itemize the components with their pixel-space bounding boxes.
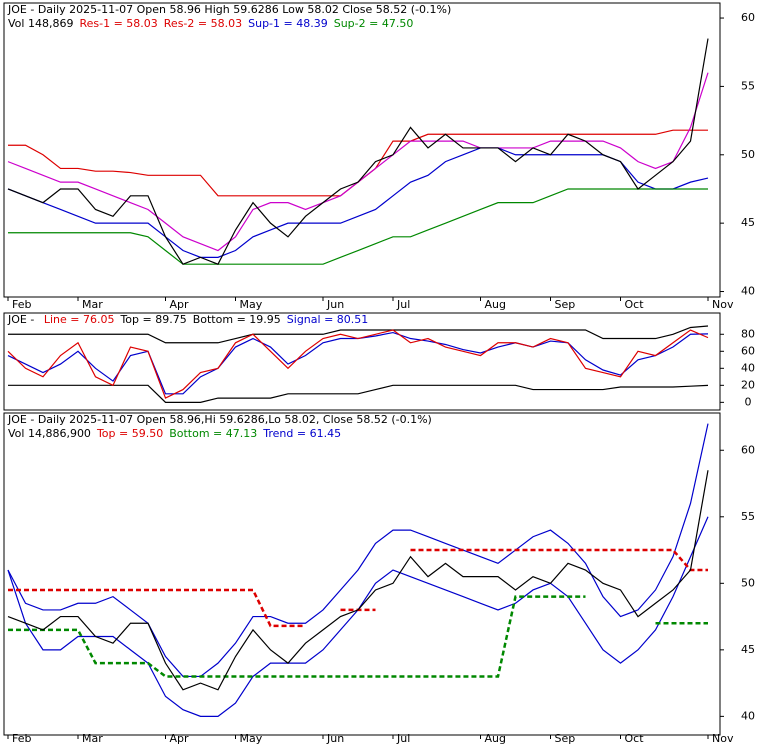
header-text: JOE - Daily 2025-11-07 Open 58.96,Hi 59.… xyxy=(7,413,432,426)
header-text: Vol 148,869 xyxy=(8,17,73,30)
x-tick-label: May xyxy=(240,732,263,745)
series-line xyxy=(8,588,306,628)
header-text: JOE - Daily 2025-11-07 Open 58.96 High 5… xyxy=(7,3,451,16)
header-text: Vol 14,886,900 xyxy=(8,427,91,440)
series-line xyxy=(8,384,709,403)
header-text: Bottom = 19.95 xyxy=(193,313,281,326)
x-tick-label: Oct xyxy=(625,298,645,311)
y-tick-label: 20 xyxy=(741,378,755,391)
x-tick-label: Mar xyxy=(82,732,103,745)
header-text: Top = 89.75 xyxy=(119,313,186,326)
x-tick-label: Apr xyxy=(170,298,190,311)
header-text: Res-1 = 58.03 xyxy=(79,17,157,30)
header-text: Signal = 80.51 xyxy=(287,313,369,326)
series-line xyxy=(7,329,709,399)
y-tick-label: 40 xyxy=(741,285,755,298)
oscillator-panel xyxy=(3,312,721,411)
x-tick-label: Jul xyxy=(396,732,410,745)
header-text: Top = 59.50 xyxy=(96,427,163,440)
header-text: JOE - xyxy=(7,313,38,326)
x-tick-label: Jul xyxy=(396,298,410,311)
x-tick-label: Aug xyxy=(485,298,506,311)
x-tick-label: Feb xyxy=(12,298,31,311)
series-line xyxy=(8,595,586,678)
header-line: JOE - Daily 2025-11-07 Open 58.96 High 5… xyxy=(7,3,451,16)
x-tick-label: May xyxy=(240,298,263,311)
header-text: Bottom = 47.13 xyxy=(169,427,257,440)
y-tick-label: 45 xyxy=(741,643,755,656)
header-line: JOE - Daily 2025-11-07 Open 58.96,Hi 59.… xyxy=(7,413,432,426)
y-tick-label: 80 xyxy=(741,327,755,340)
series-line xyxy=(7,516,709,717)
header-line: Vol 14,886,900 Top = 59.50 Bottom = 47.13 T… xyxy=(8,427,341,440)
series-line xyxy=(7,147,709,258)
series-line xyxy=(8,325,709,344)
y-tick-label: 40 xyxy=(741,361,755,374)
header-line: Vol 148,869 Res-1 = 58.03 Res-2 = 58.03 Sup… xyxy=(8,17,413,30)
price-panel xyxy=(3,2,721,298)
header-text: Trend = 61.45 xyxy=(262,427,341,440)
trend-panel xyxy=(3,412,721,736)
x-tick-label: Jun xyxy=(326,732,344,745)
x-tick-label: Oct xyxy=(625,732,645,745)
header-text: Res-2 = 58.03 xyxy=(164,17,242,30)
x-tick-label: Nov xyxy=(712,732,734,745)
y-tick-label: 55 xyxy=(741,79,755,92)
y-tick-label: 0 xyxy=(745,395,752,408)
header-text: Sup-1 = 48.39 xyxy=(248,17,328,30)
x-tick-label: Aug xyxy=(485,732,506,745)
y-tick-label: 55 xyxy=(741,510,755,523)
y-tick-label: 60 xyxy=(741,11,755,24)
x-tick-label: Jun xyxy=(326,298,344,311)
y-tick-label: 45 xyxy=(741,216,755,229)
y-tick-label: 60 xyxy=(741,344,755,357)
series-line xyxy=(7,470,709,691)
x-tick-label: Apr xyxy=(170,732,190,745)
x-tick-label: Sep xyxy=(555,298,576,311)
header-text: Sup-2 = 47.50 xyxy=(334,17,414,30)
x-tick-label: Nov xyxy=(712,298,734,311)
series-line xyxy=(410,548,708,572)
series-line xyxy=(7,38,709,265)
header-text: Line = 76.05 xyxy=(44,313,115,326)
series-line xyxy=(7,72,709,252)
y-tick-label: 50 xyxy=(741,148,755,161)
x-tick-label: Sep xyxy=(555,732,576,745)
series-line xyxy=(8,129,708,197)
series-line xyxy=(8,188,708,265)
header-line: JOE - Line = 76.05 Top = 89.75 Bottom = 19… xyxy=(7,313,368,326)
y-tick-label: 60 xyxy=(741,443,755,456)
y-tick-label: 40 xyxy=(741,709,755,722)
x-tick-label: Mar xyxy=(82,298,103,311)
x-tick-label: Feb xyxy=(12,732,31,745)
y-tick-label: 50 xyxy=(741,576,755,589)
